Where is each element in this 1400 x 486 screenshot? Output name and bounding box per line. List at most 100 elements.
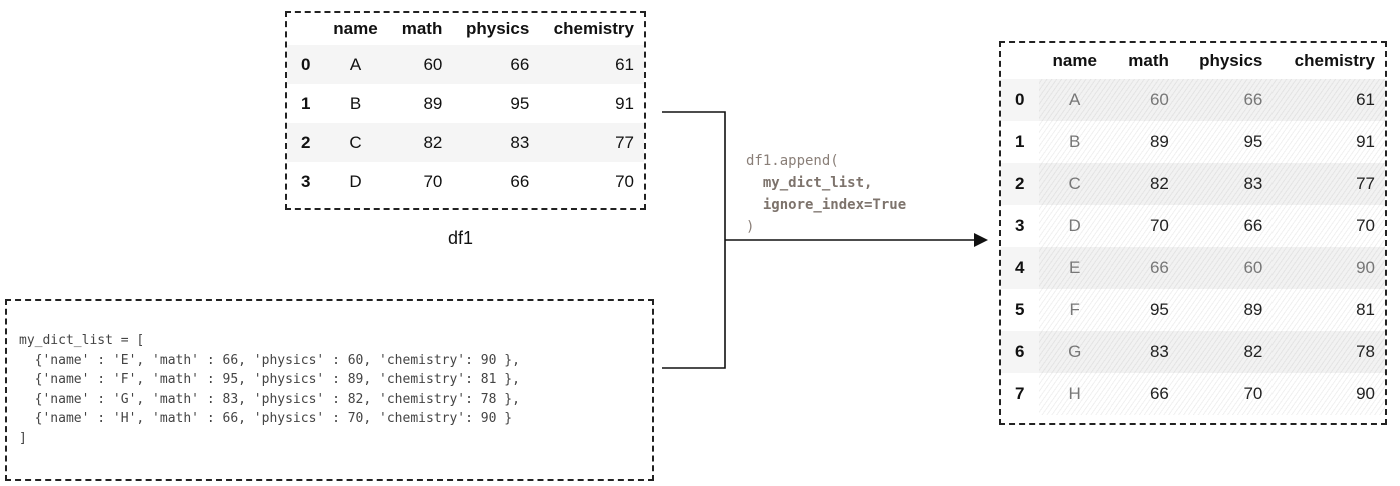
cell-math: 82 [389,123,453,162]
dict-list-box: my_dict_list = [ {'name' : 'E', 'math' :… [5,299,654,481]
code-argument: ignore_index=True [762,197,907,213]
cell-physics: 66 [1178,79,1273,121]
column-header-chemistry: chemistry [553,19,634,38]
cell-chemistry: 78 [1272,331,1385,373]
cell-math: 95 [1110,289,1179,331]
row-index: 0 [287,45,322,84]
cell-physics: 89 [1178,289,1273,331]
dict-list-code: my_dict_list = [ {'name' : 'E', 'math' :… [19,331,520,448]
table-row: 7 H 66 70 90 [1001,373,1385,415]
code-line: {'name' : 'G', 'math' : 83, 'physics' : … [19,391,520,407]
code-line: {'name' : 'H', 'math' : 66, 'physics' : … [19,411,513,426]
index-header [1001,43,1039,79]
cell-chemistry: 77 [1272,163,1385,205]
cell-physics: 70 [1178,373,1273,415]
cell-name: E [1038,247,1111,289]
code-line: ] [19,430,27,446]
cell-name: F [1038,289,1111,331]
df1-table-box: name math physics chemistry 0 A 60 66 61… [285,11,646,210]
cell-chemistry: 81 [1272,289,1385,331]
cell-name: C [1038,163,1111,205]
cell-chemistry: 91 [1272,121,1385,163]
column-header-physics: physics [1199,51,1263,70]
df1-table: name math physics chemistry 0 A 60 66 61… [287,13,644,201]
cell-name: A [1038,79,1111,121]
code-argument: my_dict_list, [762,175,873,191]
row-index: 1 [1015,132,1025,151]
table-row: 5 F 95 89 81 [1001,289,1385,331]
row-index: 0 [1001,79,1039,121]
table-row: 3 D 70 66 70 [287,162,644,201]
cell-chemistry: 90 [1272,247,1385,289]
column-header-math: math [1128,51,1169,70]
cell-name: C [321,123,390,162]
table-row: 1 B 89 95 91 [1001,121,1385,163]
code-line: df1.append( [746,153,839,169]
cell-math: 82 [1110,163,1179,205]
cell-math: 60 [1110,79,1179,121]
row-index: 2 [1001,163,1039,205]
cell-physics: 95 [510,93,530,113]
row-index: 3 [1015,216,1025,235]
table-row: 1 B 89 95 91 [287,84,644,123]
cell-math: 89 [423,93,443,113]
table-row: 3 D 70 66 70 [1001,205,1385,247]
table-row: 6 G 83 82 78 [1001,331,1385,373]
cell-name: D [349,171,362,191]
cell-physics: 95 [1178,121,1273,163]
cell-math: 66 [1110,373,1179,415]
cell-math: 89 [1110,121,1179,163]
column-header-math: math [401,19,443,38]
cell-chemistry: 90 [1272,373,1385,415]
header-row: name math physics chemistry [287,13,644,45]
header-row: name math physics chemistry [1001,43,1385,79]
code-line: {'name' : 'F', 'math' : 95, 'physics' : … [19,372,520,387]
code-line: my_dict_list = [ [19,333,145,348]
table-row: 4 E 66 60 90 [1001,247,1385,289]
cell-chemistry: 70 [1272,205,1385,247]
row-index: 2 [287,123,322,162]
cell-chemistry: 70 [615,171,634,191]
cell-name: H [1038,373,1111,415]
cell-math: 83 [1110,331,1179,373]
arrowhead-icon [974,233,988,247]
cell-name: B [349,93,362,113]
cell-name: D [1038,205,1111,247]
append-operation-code: df1.append( my_dict_list, ignore_index=T… [746,150,906,238]
column-header-name: name [1052,51,1097,70]
cell-name: A [321,45,390,84]
row-index: 7 [1015,384,1025,403]
cell-physics: 82 [1178,331,1273,373]
cell-physics: 60 [1178,247,1273,289]
row-index: 5 [1015,300,1025,319]
code-line: ) [746,219,755,235]
cell-math: 70 [1110,205,1179,247]
column-header-name: name [333,19,378,38]
table-row: 0 A 60 66 61 [1001,79,1385,121]
row-index: 3 [301,171,311,191]
code-line: {'name' : 'E', 'math' : 66, 'physics' : … [19,352,520,368]
row-index: 1 [301,93,311,113]
cell-math: 66 [1110,247,1179,289]
result-table: name math physics chemistry 0 A 60 66 61… [1001,43,1385,415]
row-index: 6 [1001,331,1039,373]
table-row: 2 C 82 83 77 [1001,163,1385,205]
row-index: 4 [1001,247,1039,289]
result-table-box: name math physics chemistry 0 A 60 66 61… [999,41,1387,425]
cell-chemistry: 61 [1272,79,1385,121]
cell-name: G [1038,331,1111,373]
cell-physics: 66 [1178,205,1273,247]
cell-chemistry: 61 [539,45,644,84]
column-header-chemistry: chemistry [1294,51,1375,70]
cell-physics: 66 [510,171,530,191]
cell-math: 60 [389,45,453,84]
cell-name: B [1038,121,1111,163]
cell-physics: 83 [452,123,540,162]
cell-physics: 83 [1178,163,1273,205]
column-header-physics: physics [465,19,530,38]
cell-physics: 66 [452,45,540,84]
table-row: 2 C 82 83 77 [287,123,644,162]
table-row: 0 A 60 66 61 [287,45,644,84]
df1-caption: df1 [448,228,474,248]
